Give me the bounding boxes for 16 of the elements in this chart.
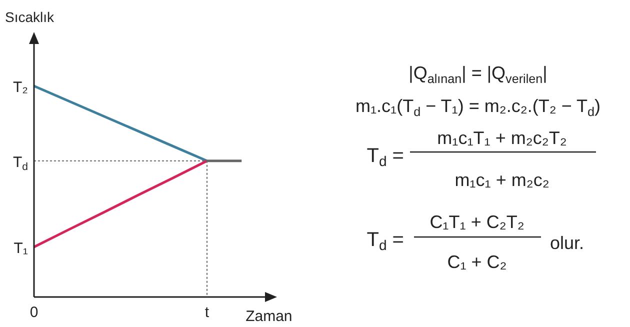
text: |Q$_{alınan}$| = |Q$_{verilen}$| xyxy=(408,63,548,86)
y-axis-title: Sıcaklık xyxy=(5,9,56,25)
x-tick-label: 0 xyxy=(30,304,38,321)
x-axis-title: Zaman xyxy=(246,308,292,325)
text: T₂ xyxy=(13,79,28,96)
x-tick-label: t xyxy=(204,304,210,321)
text: m₁c₁T₁ + m₂c₂T₂ xyxy=(437,128,567,148)
text: olur. xyxy=(550,233,584,253)
text: m₁c₁ + m₂c₂ xyxy=(454,170,550,190)
text: T₁ xyxy=(14,240,28,257)
text: m₁.c₁(T$_{d}$ − T₁) = m₂.c₂.(T₂ − T$_{d}$) xyxy=(355,96,601,119)
text: T$_{d}$ xyxy=(12,154,28,174)
text: T$_{d}$ = xyxy=(366,145,404,170)
text: T$_{d}$ = xyxy=(366,229,404,254)
text: C₁T₁ + C₂T₂ xyxy=(430,212,524,232)
text: C₁ + C₂ xyxy=(447,252,507,272)
